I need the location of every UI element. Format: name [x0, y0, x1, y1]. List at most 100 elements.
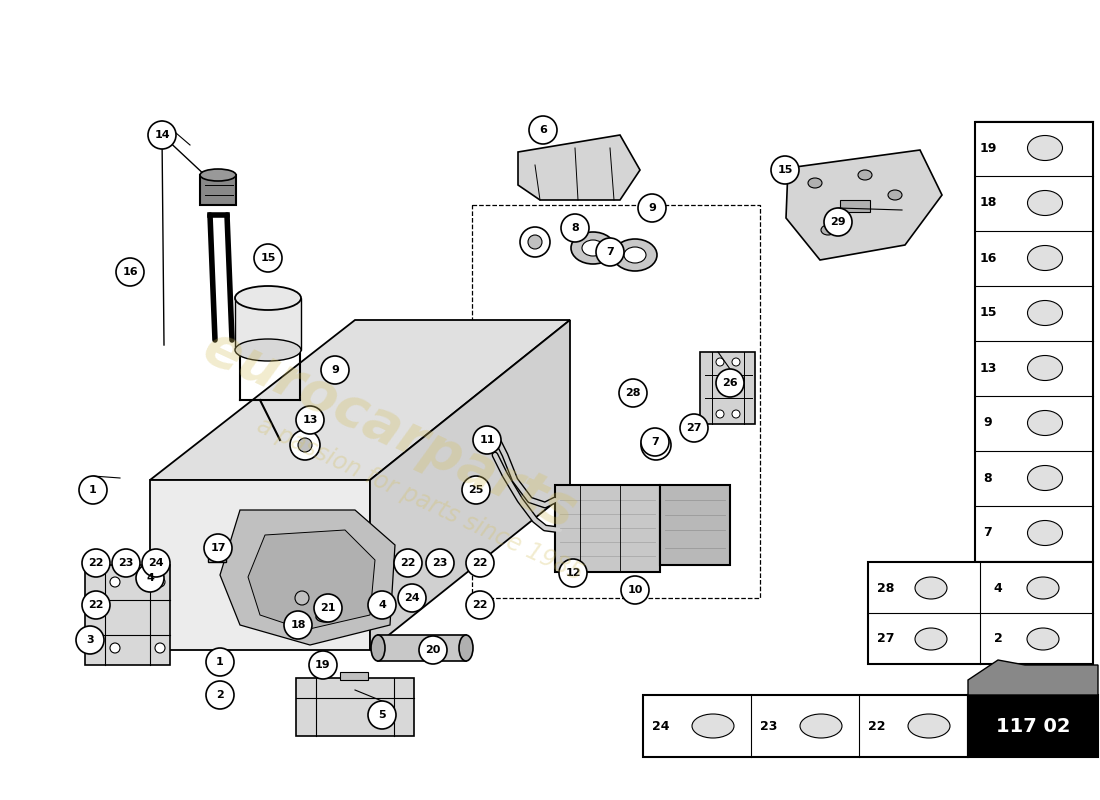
Text: 16: 16: [122, 267, 138, 277]
Ellipse shape: [571, 232, 615, 264]
Text: 5: 5: [378, 710, 386, 720]
Circle shape: [296, 406, 324, 434]
Text: 27: 27: [686, 423, 702, 433]
Ellipse shape: [1027, 135, 1063, 161]
Circle shape: [771, 156, 799, 184]
Text: 19: 19: [979, 142, 997, 154]
Ellipse shape: [582, 240, 604, 256]
Text: 26: 26: [723, 378, 738, 388]
Ellipse shape: [1027, 521, 1063, 546]
Text: 1: 1: [216, 657, 224, 667]
Text: 9: 9: [648, 203, 656, 213]
Bar: [200, 175, 236, 205]
Text: 18: 18: [290, 620, 306, 630]
Text: 15: 15: [778, 165, 793, 175]
Text: 7: 7: [651, 437, 659, 447]
Ellipse shape: [290, 430, 320, 460]
Ellipse shape: [1027, 355, 1063, 381]
Circle shape: [284, 611, 312, 639]
Text: 13: 13: [979, 362, 997, 374]
Circle shape: [619, 379, 647, 407]
Bar: [340, 672, 368, 680]
Ellipse shape: [298, 438, 312, 452]
Circle shape: [621, 576, 649, 604]
Text: 4: 4: [993, 582, 1002, 594]
Text: 24: 24: [148, 558, 164, 568]
Text: 10: 10: [627, 585, 642, 595]
Circle shape: [368, 591, 396, 619]
Polygon shape: [150, 480, 370, 650]
Text: 7: 7: [983, 526, 992, 539]
Ellipse shape: [649, 438, 663, 452]
Text: 18: 18: [979, 197, 997, 210]
Text: 9: 9: [983, 417, 992, 430]
Ellipse shape: [624, 247, 646, 263]
Text: 23: 23: [119, 558, 134, 568]
Text: 15: 15: [979, 306, 997, 319]
Text: 29: 29: [830, 217, 846, 227]
Circle shape: [716, 358, 724, 366]
Circle shape: [206, 681, 234, 709]
Polygon shape: [660, 485, 730, 565]
Ellipse shape: [641, 430, 671, 460]
Text: 7: 7: [606, 247, 614, 257]
Circle shape: [559, 559, 587, 587]
Circle shape: [82, 549, 110, 577]
Text: 2: 2: [993, 633, 1002, 646]
Circle shape: [110, 577, 120, 587]
Circle shape: [426, 549, 454, 577]
Circle shape: [398, 584, 426, 612]
Ellipse shape: [528, 235, 542, 249]
Circle shape: [155, 577, 165, 587]
Text: eurocarparts: eurocarparts: [196, 320, 585, 540]
Circle shape: [314, 594, 342, 622]
Circle shape: [732, 410, 740, 418]
Polygon shape: [235, 298, 301, 350]
Polygon shape: [518, 135, 640, 200]
Ellipse shape: [915, 628, 947, 650]
Circle shape: [824, 208, 852, 236]
Polygon shape: [220, 510, 395, 645]
Ellipse shape: [858, 170, 872, 180]
Text: 27: 27: [878, 633, 894, 646]
Text: 3: 3: [86, 635, 94, 645]
Ellipse shape: [371, 635, 385, 661]
Circle shape: [368, 701, 396, 729]
Ellipse shape: [908, 714, 950, 738]
Ellipse shape: [235, 339, 301, 361]
Text: a passion for parts since 1985: a passion for parts since 1985: [253, 414, 586, 586]
Polygon shape: [556, 485, 660, 572]
Text: 20: 20: [426, 645, 441, 655]
Ellipse shape: [1027, 577, 1059, 599]
Ellipse shape: [1027, 190, 1063, 215]
Polygon shape: [370, 320, 570, 650]
Text: 22: 22: [88, 558, 103, 568]
Circle shape: [142, 549, 170, 577]
Bar: [868, 562, 1093, 664]
Polygon shape: [248, 530, 375, 630]
Circle shape: [462, 476, 490, 504]
Circle shape: [732, 358, 740, 366]
Circle shape: [309, 651, 337, 679]
Text: 22: 22: [472, 558, 487, 568]
Text: 23: 23: [760, 719, 778, 733]
Circle shape: [321, 356, 349, 384]
Circle shape: [254, 244, 282, 272]
Circle shape: [204, 534, 232, 562]
Circle shape: [206, 648, 234, 676]
Bar: [378, 635, 466, 661]
Text: 15: 15: [261, 253, 276, 263]
Circle shape: [596, 238, 624, 266]
Circle shape: [529, 116, 557, 144]
Bar: [644, 695, 968, 757]
Polygon shape: [85, 565, 170, 665]
Ellipse shape: [316, 612, 334, 622]
Ellipse shape: [295, 591, 309, 605]
Text: 23: 23: [432, 558, 448, 568]
Ellipse shape: [808, 178, 822, 188]
Circle shape: [116, 258, 144, 286]
Ellipse shape: [1027, 410, 1063, 435]
Text: 24: 24: [404, 593, 420, 603]
Text: 16: 16: [979, 251, 997, 265]
Circle shape: [716, 369, 744, 397]
